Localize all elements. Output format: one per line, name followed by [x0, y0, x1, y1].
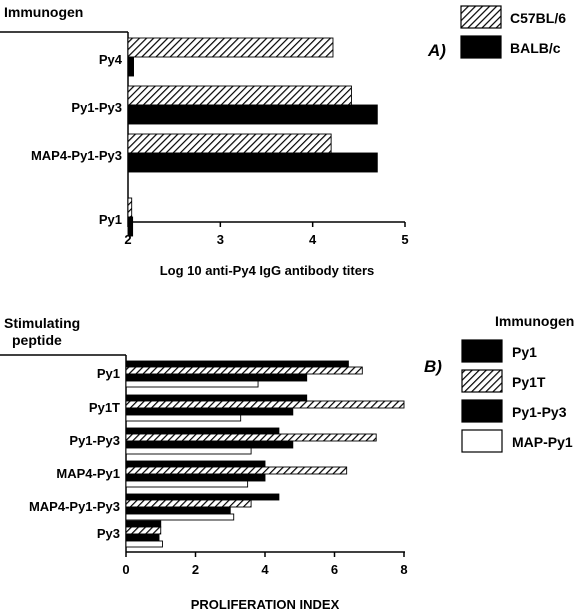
panel-b-category-header-line1: Stimulating — [4, 315, 80, 331]
bar-map4-py1-py3-py1-py3 — [125, 506, 231, 515]
bar-map4-py1-py1-py3 — [125, 473, 266, 482]
panel-a-label: A) — [427, 41, 446, 60]
legend-label-py1-py3: Py1-Py3 — [512, 404, 567, 420]
bar-map4-py1-map-py1 — [125, 480, 249, 488]
bar-py1-py3-py1t — [125, 433, 377, 442]
category-label-py4: Py4 — [99, 52, 123, 67]
category-label-py3: Py3 — [97, 526, 120, 541]
bar-py1t-py1 — [125, 394, 308, 402]
legend-swatch-balbc — [460, 35, 502, 59]
x-tick-label-2: 2 — [192, 562, 199, 577]
legend-swatch-map-py1 — [461, 429, 503, 453]
legend-label-map-py1: MAP-Py1 — [512, 434, 573, 450]
bar-py1-py3-map-py1 — [125, 447, 252, 455]
category-label-py1-py3: Py1-Py3 — [71, 100, 122, 115]
bar-py1-py1 — [125, 360, 349, 368]
bar-map4-py1-py1 — [125, 460, 266, 468]
x-tick-label-6: 6 — [331, 562, 338, 577]
bar-py3-py1t — [125, 526, 162, 535]
x-tick-label-8: 8 — [400, 562, 407, 577]
bar-py3-map-py1 — [125, 540, 163, 548]
bar-py1-py3-py1-py3 — [125, 440, 294, 449]
bar-map4-py1-py3-c57bl-6 — [127, 133, 332, 154]
category-label-map4-py1-py3: MAP4-Py1-Py3 — [29, 499, 120, 514]
legend-label-py1: Py1 — [512, 344, 537, 360]
category-label-py1-py3: Py1-Py3 — [69, 433, 120, 448]
bar-map4-py1-py3-py1 — [125, 493, 280, 501]
bar-py1-py3-balb-c — [127, 104, 378, 125]
bar-py1-map-py1 — [125, 380, 259, 388]
category-label-py1: Py1 — [97, 366, 120, 381]
x-tick-label-5: 5 — [401, 232, 408, 247]
panel-b-legend: Immunogen Py1 Py1T Py1-Py3 MAP-Py1 — [461, 313, 574, 453]
bar-py1-py1-py3 — [125, 373, 308, 382]
legend-swatch-py1t — [461, 369, 503, 393]
panel-a-legend: C57BL/6 BALB/c — [460, 5, 566, 59]
category-label-py1: Py1 — [99, 212, 122, 227]
category-label-py1t: Py1T — [89, 400, 120, 415]
bar-py1t-map-py1 — [125, 414, 242, 422]
panel-a-x-axis-label: Log 10 anti-Py4 IgG antibody titers — [160, 263, 375, 278]
bar-py3-py1-py3 — [125, 533, 160, 542]
bar-map4-py1-py3-map-py1 — [125, 513, 235, 521]
x-tick-label-2: 2 — [124, 232, 131, 247]
legend-swatch-py1 — [461, 339, 503, 363]
x-tick-label-4: 4 — [261, 562, 269, 577]
bar-py1t-py1t — [125, 400, 405, 409]
panel-b-legend-title: Immunogen — [495, 313, 574, 329]
x-tick-label-0: 0 — [122, 562, 129, 577]
panel-b-label: B) — [424, 357, 442, 376]
bar-py1t-py1-py3 — [125, 407, 294, 416]
category-label-map4-py1-py3: MAP4-Py1-Py3 — [31, 148, 122, 163]
bar-py1-py1t — [125, 366, 363, 375]
bar-py4-c57bl-6 — [127, 37, 334, 58]
bar-map4-py1-py3-balb-c — [127, 152, 378, 173]
legend-swatch-c57bl6 — [460, 5, 502, 29]
legend-swatch-py1-py3 — [461, 399, 503, 423]
panel-b-x-axis-label: PROLIFERATION INDEX — [191, 597, 340, 612]
panel-b: Stimulating peptide Py1 Py1T Py1-Py3 MAP4-P… — [0, 313, 574, 612]
panel-b-category-header-line2: peptide — [12, 332, 62, 348]
bar-py1-py3-py1 — [125, 427, 280, 435]
bar-py1-py3-c57bl-6 — [127, 85, 352, 106]
bar-py1-c57bl-6 — [127, 197, 133, 218]
bar-map4-py1-py3-py1t — [125, 499, 252, 508]
panel-a-category-header: Immunogen — [4, 4, 83, 20]
legend-label-py1t: Py1T — [512, 374, 546, 390]
legend-label-balbc: BALB/c — [510, 40, 561, 56]
bar-py3-py1 — [125, 520, 162, 528]
panel-a: Immunogen Py4 Py1-Py3 MAP4-Py1-Py3 Py1 2 3 4 5… — [0, 4, 566, 278]
bar-py4-balb-c — [127, 56, 134, 77]
category-label-map4-py1: MAP4-Py1 — [56, 466, 120, 481]
x-tick-label-4: 4 — [309, 232, 317, 247]
legend-label-c57bl6: C57BL/6 — [510, 10, 566, 26]
bar-map4-py1-py1t — [125, 466, 348, 475]
x-tick-label-3: 3 — [217, 232, 224, 247]
